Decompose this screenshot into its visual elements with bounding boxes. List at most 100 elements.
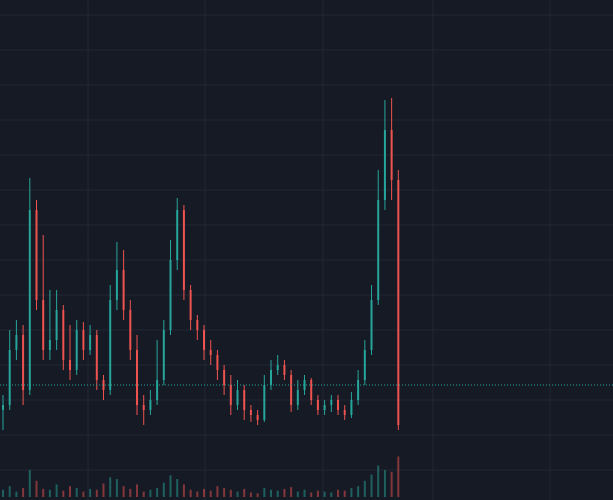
candle-body <box>397 180 400 425</box>
volume-bar <box>169 475 172 497</box>
candle-body <box>370 300 373 350</box>
candle-body <box>156 380 159 400</box>
volume-bar <box>82 491 85 497</box>
volume-bar <box>136 484 139 497</box>
candle-body <box>189 290 192 320</box>
candle-body <box>276 365 279 370</box>
volume-bar <box>263 488 266 497</box>
candle-body <box>357 380 360 400</box>
volume-bar <box>229 489 232 497</box>
candle-body <box>337 400 340 410</box>
volume-bar <box>35 480 38 497</box>
volume-bar <box>337 489 340 497</box>
volume-bar <box>276 490 279 497</box>
candle-body <box>223 370 226 385</box>
volume-bar <box>303 489 306 497</box>
candle-body <box>15 335 18 350</box>
volume-bar <box>270 489 273 497</box>
volume-bar <box>48 489 51 497</box>
candle-body <box>310 380 313 400</box>
volume-bar <box>55 484 58 497</box>
candle-body <box>363 350 366 380</box>
volume-bar <box>236 491 239 497</box>
candle-body <box>109 300 112 390</box>
volume-bar <box>149 489 152 497</box>
volume-bar <box>129 488 132 497</box>
candle-body <box>383 130 386 200</box>
candle-body <box>176 210 179 260</box>
volume-bar <box>243 488 246 497</box>
volume-bar <box>102 483 105 497</box>
candle-body <box>283 365 286 375</box>
volume-bar <box>196 491 199 497</box>
candle-body <box>243 390 246 410</box>
candle-body <box>82 330 85 350</box>
volume-bar <box>216 486 219 497</box>
candle-body <box>75 330 78 370</box>
candle-body <box>343 410 346 415</box>
volume-bar <box>22 488 25 497</box>
candle-body <box>196 320 199 330</box>
candle-body <box>316 400 319 410</box>
candle-body <box>270 370 273 385</box>
volume-bar <box>223 488 226 497</box>
volume-bar <box>357 486 360 497</box>
candle-body <box>69 360 72 370</box>
volume-bar <box>28 470 31 497</box>
candle-body <box>390 130 393 180</box>
volume-bar <box>296 491 299 497</box>
volume-bar <box>75 488 78 497</box>
candle-body <box>209 350 212 355</box>
candle-body <box>136 350 139 405</box>
volume-bar <box>115 479 118 497</box>
candle-body <box>236 390 239 405</box>
volume-bar <box>383 470 386 497</box>
candle-body <box>35 210 38 300</box>
candle-body <box>216 355 219 370</box>
volume-bar <box>156 488 159 497</box>
volume-bar <box>109 477 112 497</box>
volume-bar <box>249 492 252 497</box>
candle-body <box>42 300 45 350</box>
volume-bar <box>122 486 125 497</box>
candle-body <box>263 385 266 420</box>
candle-body <box>203 330 206 350</box>
volume-bar <box>89 488 92 497</box>
candle-body <box>129 310 132 350</box>
volume-bar <box>2 489 5 497</box>
candle-body <box>142 405 145 410</box>
volume-bar <box>95 489 98 497</box>
candle-body <box>350 400 353 415</box>
candle-body <box>296 390 299 405</box>
volume-bar <box>363 480 366 497</box>
candle-body <box>162 330 165 380</box>
candle-body <box>182 210 185 290</box>
candle-body <box>377 200 380 300</box>
volume-bar <box>8 486 11 497</box>
volume-bar <box>189 489 192 497</box>
volume-bar <box>377 465 380 497</box>
candle-body <box>89 335 92 350</box>
candle-body <box>8 350 11 405</box>
candle-body <box>55 310 58 340</box>
volume-bar <box>182 484 185 497</box>
volume-bar <box>323 491 326 497</box>
candle-body <box>323 405 326 410</box>
volume-bar <box>42 488 45 497</box>
volume-bar <box>330 492 333 497</box>
volume-bar <box>397 456 400 497</box>
candle-body <box>102 380 105 390</box>
candle-body <box>229 385 232 405</box>
candle-body <box>122 270 125 310</box>
candle-body <box>48 340 51 350</box>
candle-body <box>290 375 293 405</box>
volume-bar <box>176 479 179 497</box>
volume-bar <box>310 492 313 497</box>
volume-bar <box>390 471 393 497</box>
candle-body <box>169 260 172 330</box>
candle-body <box>303 380 306 390</box>
candle-body <box>62 310 65 360</box>
candle-body <box>330 400 333 405</box>
